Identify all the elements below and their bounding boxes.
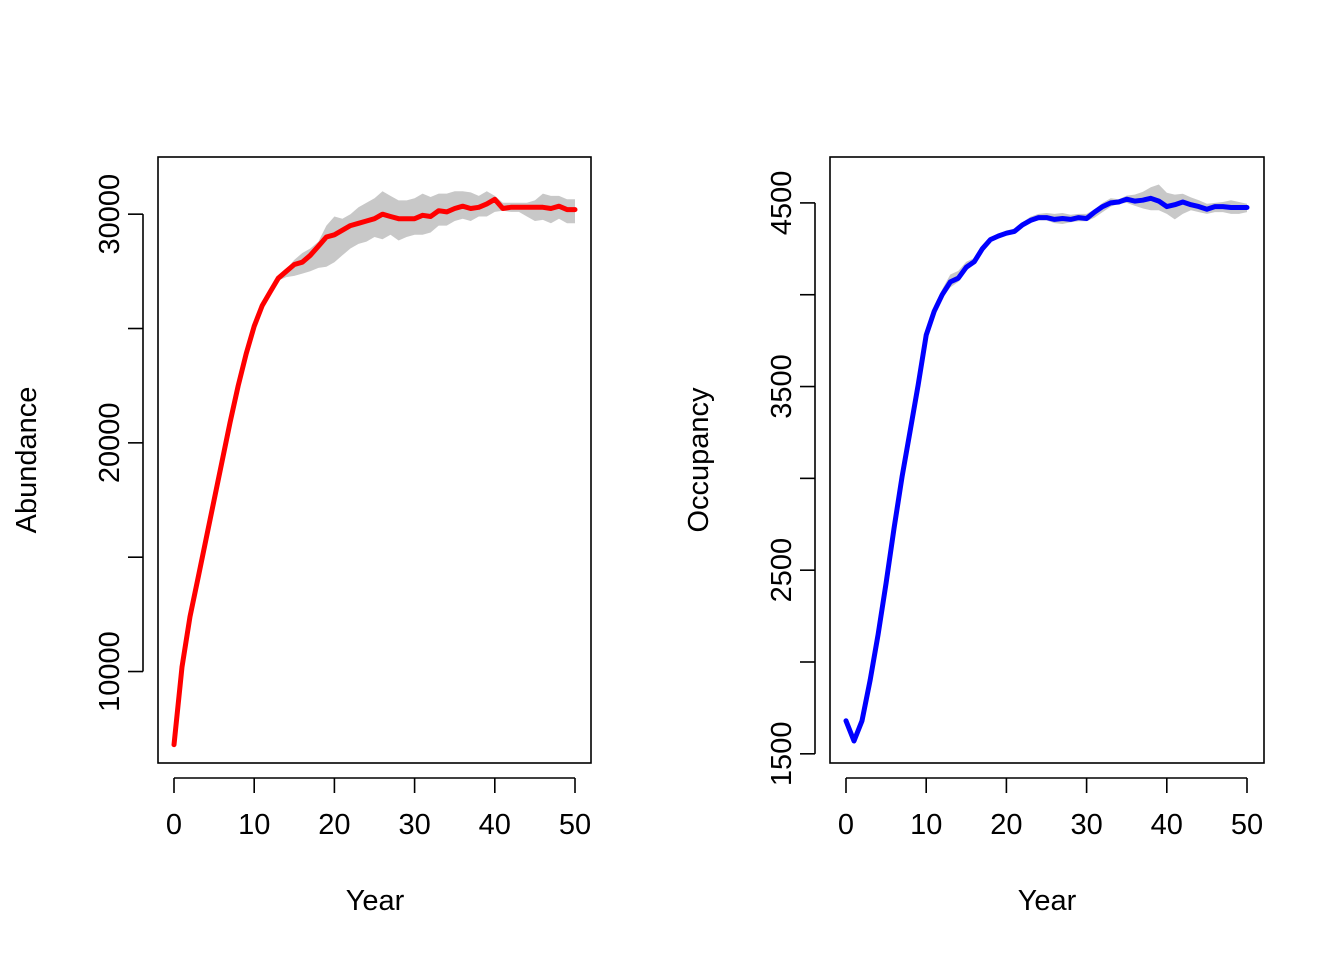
occupancy-x-tick-label: 50 (1231, 809, 1263, 841)
occupancy-x-tick-label: 40 (1151, 809, 1183, 841)
occupancy-panel: 0 10 20 30 40 50 1500 2500 3500 4500 Year Occupa… (683, 156, 1265, 917)
abundance-x-tick-label: 30 (398, 809, 430, 841)
abundance-panel: 0 10 20 30 40 50 10000 20000 30000 Year Abundan… (11, 156, 592, 917)
occupancy-x-tick-label: 20 (990, 809, 1022, 841)
occupancy-y-tick-label: 4500 (766, 171, 798, 236)
occupancy-y-tick-label: 3500 (766, 354, 798, 419)
abundance-y-tick-label: 20000 (94, 403, 126, 484)
abundance-series-line (171, 196, 578, 748)
occupancy-y-tick-label: 2500 (766, 538, 798, 603)
abundance-y-axis: 10000 20000 30000 (94, 174, 144, 712)
occupancy-x-axis-label: Year (1018, 885, 1077, 917)
occupancy-y-axis: 1500 2500 3500 4500 (766, 171, 816, 787)
occupancy-x-tick-label: 0 (838, 809, 854, 841)
abundance-x-axis: 0 10 20 30 40 50 (166, 777, 591, 841)
abundance-x-axis-label: Year (346, 885, 405, 917)
abundance-x-tick-label: 10 (238, 809, 270, 841)
occupancy-y-tick-label: 1500 (766, 722, 798, 787)
occupancy-x-axis: 0 10 20 30 40 50 (838, 777, 1263, 841)
abundance-y-axis-label: Abundance (11, 387, 43, 534)
occupancy-line (843, 195, 1250, 744)
abundance-line (171, 196, 578, 748)
abundance-plot-frame (157, 156, 592, 764)
occupancy-plot-frame (829, 156, 1265, 764)
occupancy-y-axis-label: Occupancy (683, 387, 715, 533)
abundance-y-tick-label: 10000 (94, 631, 126, 712)
abundance-x-tick-label: 20 (318, 809, 350, 841)
abundance-y-tick-label: 30000 (94, 174, 126, 255)
abundance-x-tick-label: 40 (479, 809, 511, 841)
abundance-x-tick-label: 0 (166, 809, 182, 841)
occupancy-x-tick-label: 10 (910, 809, 942, 841)
occupancy-x-tick-label: 30 (1070, 809, 1102, 841)
abundance-x-tick-label: 50 (559, 809, 591, 841)
occupancy-series-line (843, 195, 1250, 744)
